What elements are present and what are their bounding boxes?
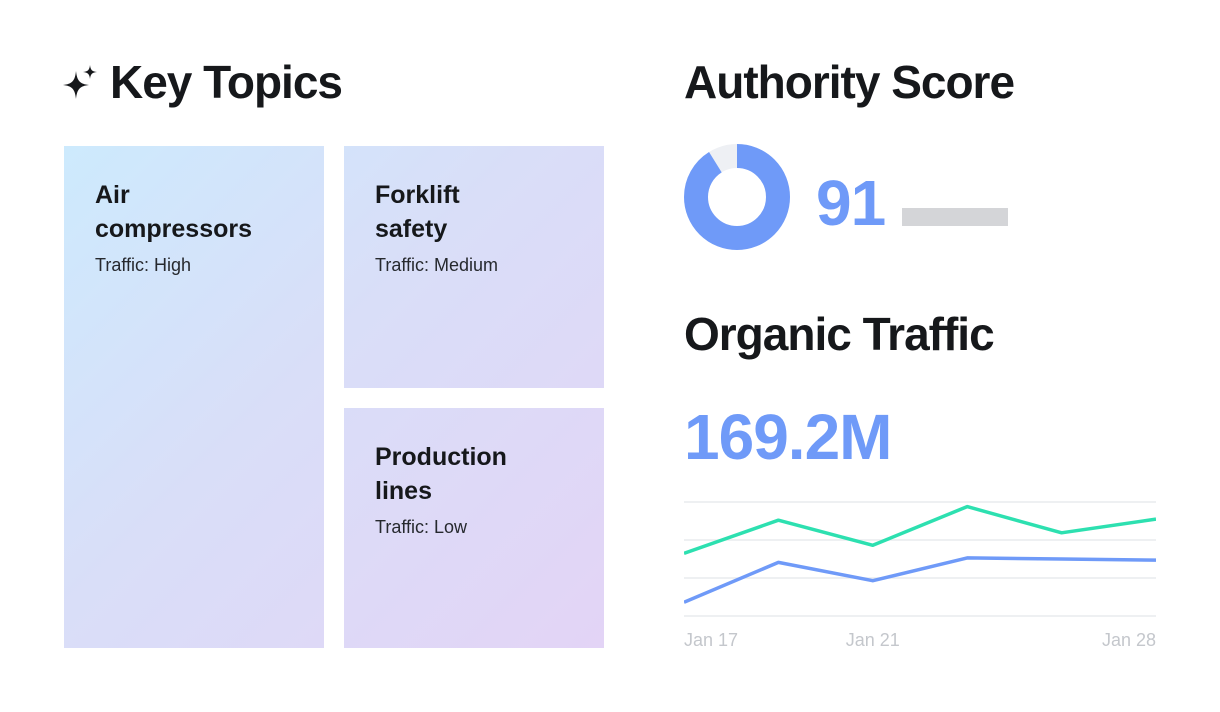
topic-name: Production lines: [375, 440, 595, 508]
topic-name: Air compressors: [95, 178, 315, 246]
organic-traffic-value: 169.2M: [684, 401, 892, 473]
authority-score-title: Authority Score: [684, 56, 1015, 108]
topic-tile-forklift-safety[interactable]: Forklift safety Traffic: Medium: [375, 178, 595, 276]
authority-score-bar: [902, 208, 1008, 226]
tile-divider-vertical: [324, 146, 344, 648]
organic-traffic-title: Organic Traffic: [684, 308, 995, 360]
topic-name-line2: compressors: [95, 215, 253, 243]
tile-divider-horizontal: [344, 388, 604, 408]
topic-name-line2: lines: [375, 477, 432, 505]
series-line-1: [684, 556, 1156, 604]
x-tick-label: Jan 21: [846, 630, 900, 650]
topic-tile-production-lines[interactable]: Production lines Traffic: Low: [375, 440, 595, 538]
x-tick-label: Jan 28: [1102, 630, 1156, 650]
topic-name-line1: Forklift: [375, 181, 460, 209]
topic-tile-air-compressors[interactable]: Air compressors Traffic: High: [95, 178, 315, 276]
topic-traffic: Traffic: Low: [375, 517, 468, 537]
sparkle-icon: [63, 65, 97, 99]
authority-score-donut: [684, 144, 790, 250]
topic-name-line1: Air: [95, 181, 130, 209]
topic-traffic: Traffic: Medium: [375, 255, 499, 275]
key-topics-tiles: Air compressors Traffic: High Forklift s…: [64, 146, 604, 648]
topic-name-line1: Production: [375, 443, 507, 471]
x-tick-label: Jan 17: [684, 630, 738, 650]
topic-name-line2: safety: [375, 215, 448, 243]
organic-traffic-chart: Jan 17 Jan 21 Jan 28: [684, 501, 1156, 650]
authority-score-value: 91: [816, 167, 886, 239]
key-topics-title: Key Topics: [110, 56, 343, 108]
donut-arc: [684, 144, 790, 250]
topic-traffic: Traffic: High: [95, 255, 192, 275]
key-topics-header: Key Topics: [62, 54, 343, 110]
series-line-0: [684, 504, 1156, 555]
topic-name: Forklift safety: [375, 178, 595, 246]
